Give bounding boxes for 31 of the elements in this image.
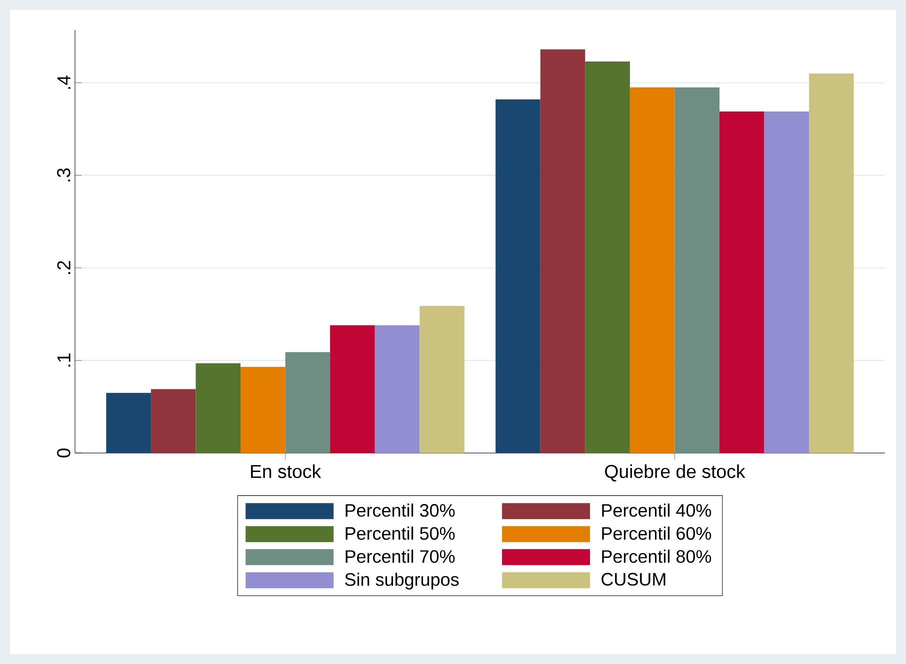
legend-label: Percentil 40% (602, 504, 712, 517)
bar (285, 352, 330, 453)
bar (585, 61, 630, 453)
bar (150, 389, 196, 453)
bar (106, 392, 151, 453)
legend-label: Sin subgrupos (345, 572, 459, 590)
bar (674, 87, 720, 453)
bar (809, 74, 854, 453)
y-tick-label: .1 (57, 354, 70, 367)
bar (630, 87, 675, 453)
x-tick-label: Quiebre de stock (605, 464, 746, 482)
bar (496, 99, 540, 453)
bar (720, 111, 764, 453)
bar (330, 325, 375, 453)
legend-label: Percentil 50% (346, 526, 455, 540)
y-tick-label: .4 (57, 76, 70, 89)
bar (240, 366, 286, 453)
bar (196, 363, 241, 453)
bar (540, 49, 586, 453)
legend-label: Percentil 80% (602, 550, 712, 563)
legend-label: CUSUM (602, 572, 666, 586)
y-tick-label: .3 (57, 168, 70, 182)
bar (420, 306, 464, 453)
x-tick-label: En stock (251, 464, 322, 478)
legend-label: Percentil 70% (346, 550, 455, 563)
legend-label: Percentil 60% (602, 526, 712, 540)
legend-label: Percentil 30% (346, 504, 455, 517)
y-tick-label: 0 (57, 448, 70, 458)
bar (374, 325, 420, 453)
y-tick-label: .2 (57, 261, 70, 274)
bar (764, 111, 810, 453)
